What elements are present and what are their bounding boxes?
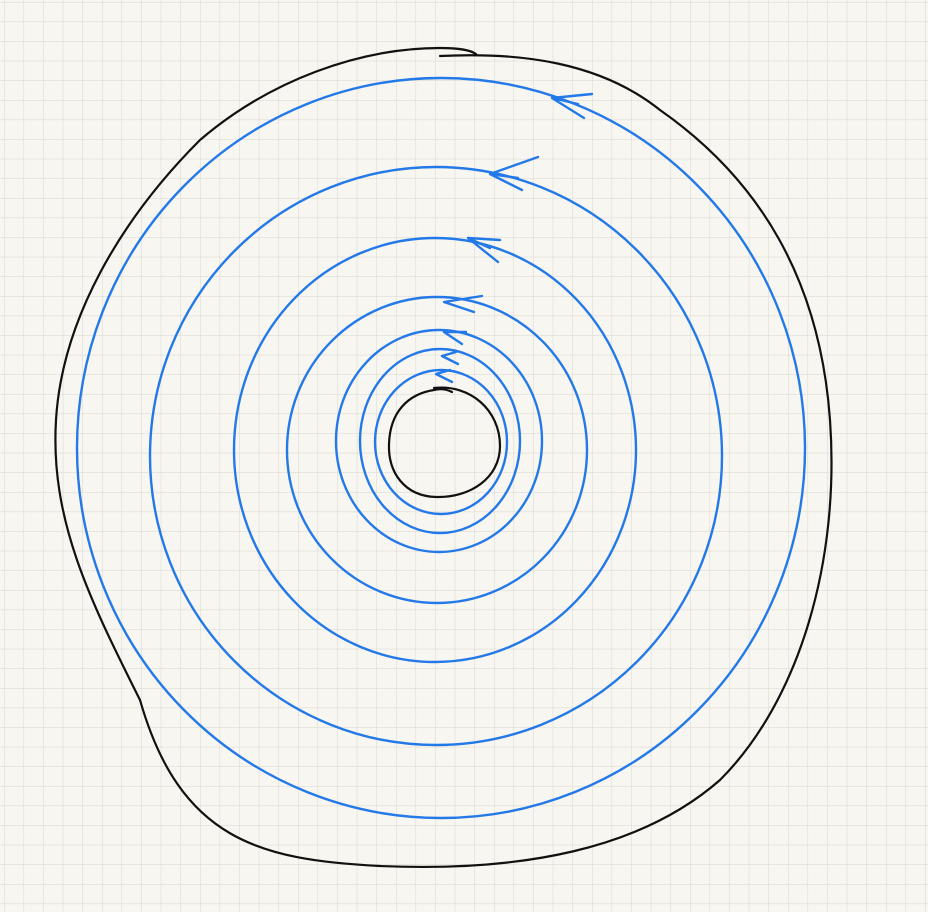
arrowhead <box>550 92 594 120</box>
arrowheads <box>434 92 594 384</box>
ring <box>285 295 589 605</box>
arrowhead <box>442 330 468 346</box>
ring <box>358 347 522 535</box>
inner-boundary <box>387 386 502 499</box>
arrowhead <box>434 368 454 384</box>
ring <box>148 165 724 747</box>
arrowhead <box>466 236 502 264</box>
arrowhead <box>442 294 484 314</box>
ring <box>373 368 509 516</box>
arrowhead <box>440 350 460 366</box>
outer-boundary <box>54 46 833 869</box>
ring <box>75 76 807 820</box>
arrowhead <box>488 155 540 192</box>
ring <box>334 328 544 554</box>
ring <box>232 236 638 664</box>
blue-rings <box>75 76 807 820</box>
